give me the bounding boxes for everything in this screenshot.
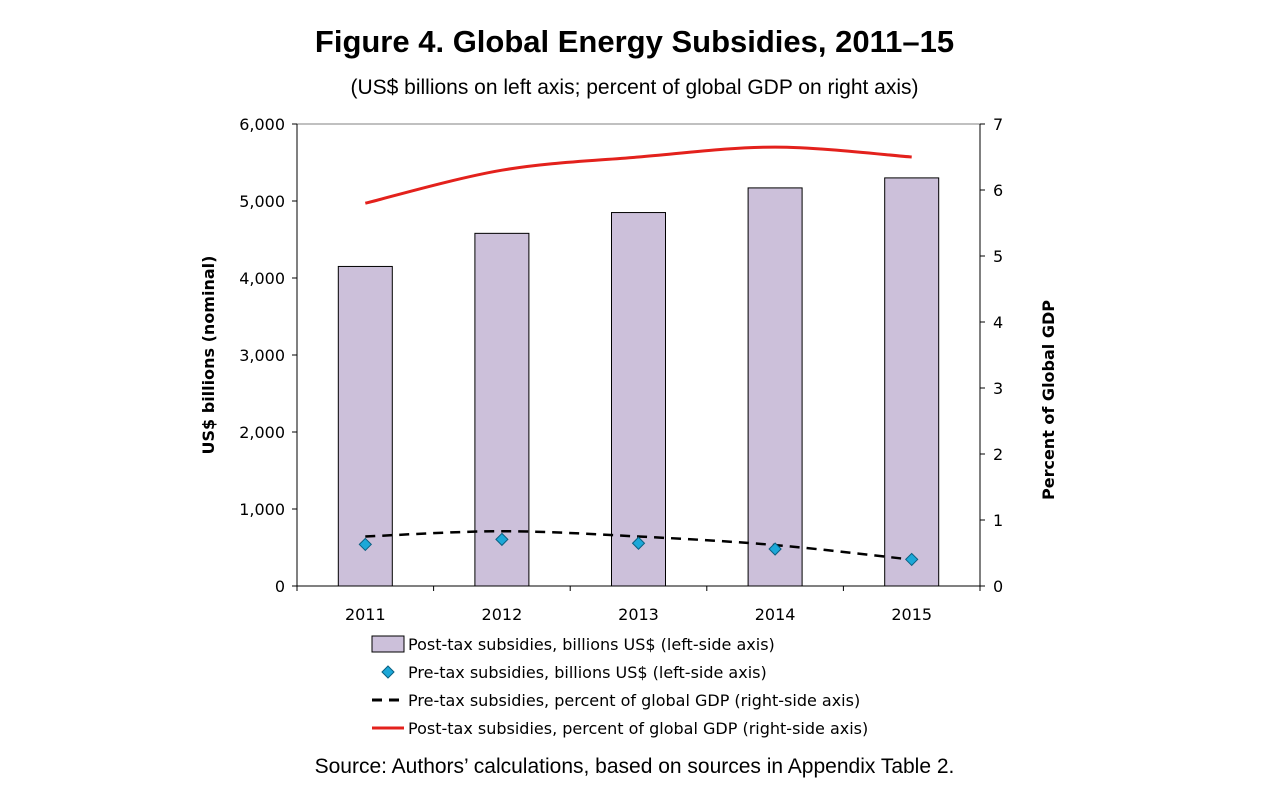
x-axis-tick-label: 2015 [891,605,932,624]
chart-title: Figure 4. Global Energy Subsidies, 2011–… [314,24,955,59]
plot-area: 0 1,000 2,000 3,000 4,000 5,000 6,000 0 1 2 3 4 5 6 7 2… [199,115,1058,624]
left-axis-title: US$ billions (nominal) [199,256,218,455]
right-axis-tick-label: 5 [993,247,1003,266]
left-axis-tick-label: 1,000 [239,500,285,519]
source-note: Source: Authors’ calculations, based on … [314,755,955,778]
left-axis-tick-label: 3,000 [239,346,285,365]
bar-2014 [747,187,803,587]
x-axis-tick-label: 2014 [755,605,796,624]
legend-swatch-posttax-bars [371,635,405,653]
legend-label: Pre-tax subsidies, billions US$ (left-si… [408,663,767,682]
pretax-marker-2015 [904,552,919,567]
legend: Post-tax subsidies, billions US$ (left-s… [371,635,868,738]
chart-subtitle: (US$ billions on left axis; percent of g… [350,76,919,99]
bar-2015 [884,177,940,587]
right-axis-title: Percent of Global GDP [1039,300,1058,500]
chart: 0 1,000 2,000 3,000 4,000 5,000 6,000 0 1 2 3 4 5 6 7 2… [199,115,1058,738]
pretax-marker-2011 [358,537,373,552]
bar-2012 [474,232,530,587]
right-axis-tick-label: 0 [993,577,1003,596]
left-axis-tick-label: 4,000 [239,269,285,288]
right-axis-tick-label: 6 [993,181,1003,200]
legend-swatch-pretax-markers [381,665,395,679]
x-axis-tick-label: 2013 [618,605,659,624]
pretax-marker-2014 [768,542,782,556]
right-axis-tick-label: 2 [993,445,1003,464]
legend-label: Pre-tax subsidies, percent of global GDP… [408,691,860,710]
left-axis-tick-label: 0 [275,577,285,596]
pretax-gdp-line [365,529,912,561]
right-axis-tick-label: 1 [993,511,1003,530]
left-axis-tick-label: 2,000 [239,423,285,442]
legend-label: Post-tax subsidies, percent of global GD… [408,719,868,738]
right-axis-tick-label: 7 [993,115,1003,134]
x-axis-tick-label: 2011 [345,605,386,624]
pretax-marker-2012 [495,532,509,547]
posttax-gdp-line [364,145,912,205]
left-axis-tick-label: 5,000 [239,192,285,211]
legend-label: Post-tax subsidies, billions US$ (left-s… [408,635,775,654]
x-axis-tick-label: 2012 [482,605,523,624]
left-axis-tick-label: 6,000 [239,115,285,134]
pretax-marker-2013 [631,536,646,550]
right-axis-tick-label: 4 [993,313,1003,332]
bar-2013 [611,212,666,587]
right-axis-tick-label: 3 [993,379,1003,398]
